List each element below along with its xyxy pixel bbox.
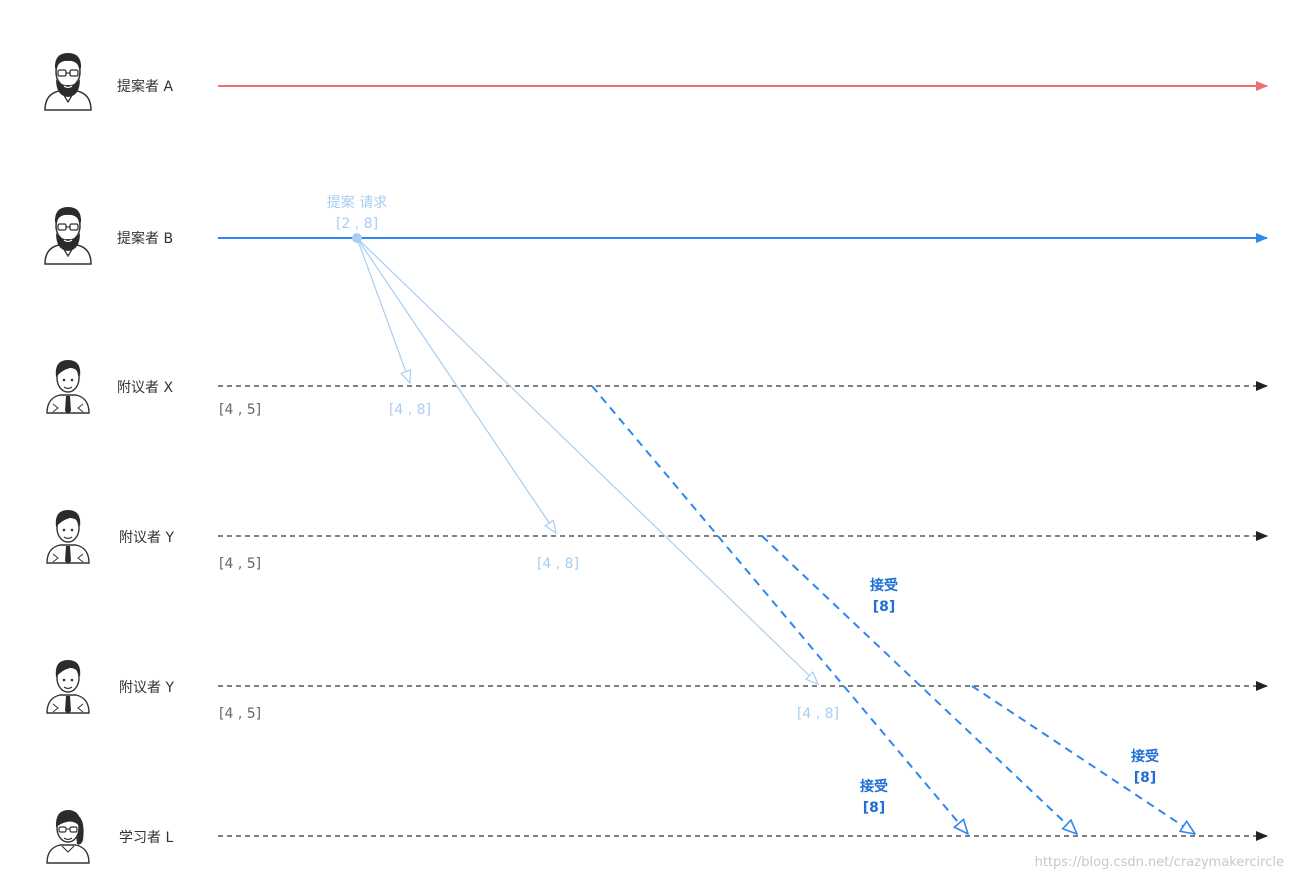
watermark-text: https://blog.csdn.net/crazymakercircle [1035, 855, 1284, 870]
proposal-value: [2 , 8] [336, 216, 378, 232]
actor-label: 学习者 L [119, 830, 173, 846]
man-with-tie-avatar-icon [46, 509, 90, 565]
actor-label: 提案者 B [117, 230, 173, 247]
actor-row-acceptor-y2: 附议者 Y [4 , 5] [46, 659, 1268, 722]
acceptor-state-label: [4 , 5] [219, 706, 261, 722]
accept-value: [8] [1134, 770, 1157, 786]
proposal-title: 提案 请求 [327, 194, 387, 211]
actor-label: 提案者 A [117, 78, 173, 95]
actor-label: 附议者 X [117, 380, 173, 396]
received-proposal-label: [4 , 8] [389, 402, 431, 418]
man-with-tie-avatar-icon [46, 359, 90, 415]
bearded-man-avatar-icon [44, 206, 92, 265]
accept-value: [8] [873, 599, 896, 615]
accept-arrow-from-x [591, 385, 968, 834]
accept-value: [8] [863, 800, 886, 816]
actor-row-acceptor-x: 附议者 X [4 , 5] [46, 359, 1268, 418]
request-arrow-to-x [356, 237, 410, 383]
accept-messages: 接受 [8] 接受 [8] 接受 [8] [591, 385, 1195, 834]
actor-row-learner-l: 学习者 L [46, 809, 1268, 864]
actor-label: 附议者 Y [119, 530, 174, 546]
accept-title: 接受 [870, 577, 898, 594]
accept-title: 接受 [860, 778, 888, 795]
accept-title: 接受 [1131, 748, 1159, 765]
received-proposal-label: [4 , 8] [537, 556, 579, 572]
received-proposal-label: [4 , 8] [797, 706, 839, 722]
woman-avatar-icon [46, 809, 90, 864]
acceptor-state-label: [4 , 5] [219, 402, 261, 418]
actor-row-proposer-b: 提案者 B [44, 206, 1268, 265]
acceptor-state-label: [4 , 5] [219, 556, 261, 572]
accept-arrow-from-y1 [761, 535, 1077, 834]
accept-arrow-from-y2 [971, 685, 1195, 834]
actor-row-proposer-a: 提案者 A [44, 52, 1268, 111]
request-arrow-to-y1 [356, 237, 556, 533]
proposal-request: 提案 请求 [2 , 8] [4 , 8] [4 , 8] [4 , 8] [327, 194, 839, 722]
bearded-man-avatar-icon [44, 52, 92, 111]
man-with-tie-avatar-icon [46, 659, 90, 715]
actor-row-acceptor-y1: 附议者 Y [4 , 5] [46, 509, 1268, 572]
actor-label: 附议者 Y [119, 680, 174, 696]
request-arrow-to-y2 [356, 237, 818, 684]
